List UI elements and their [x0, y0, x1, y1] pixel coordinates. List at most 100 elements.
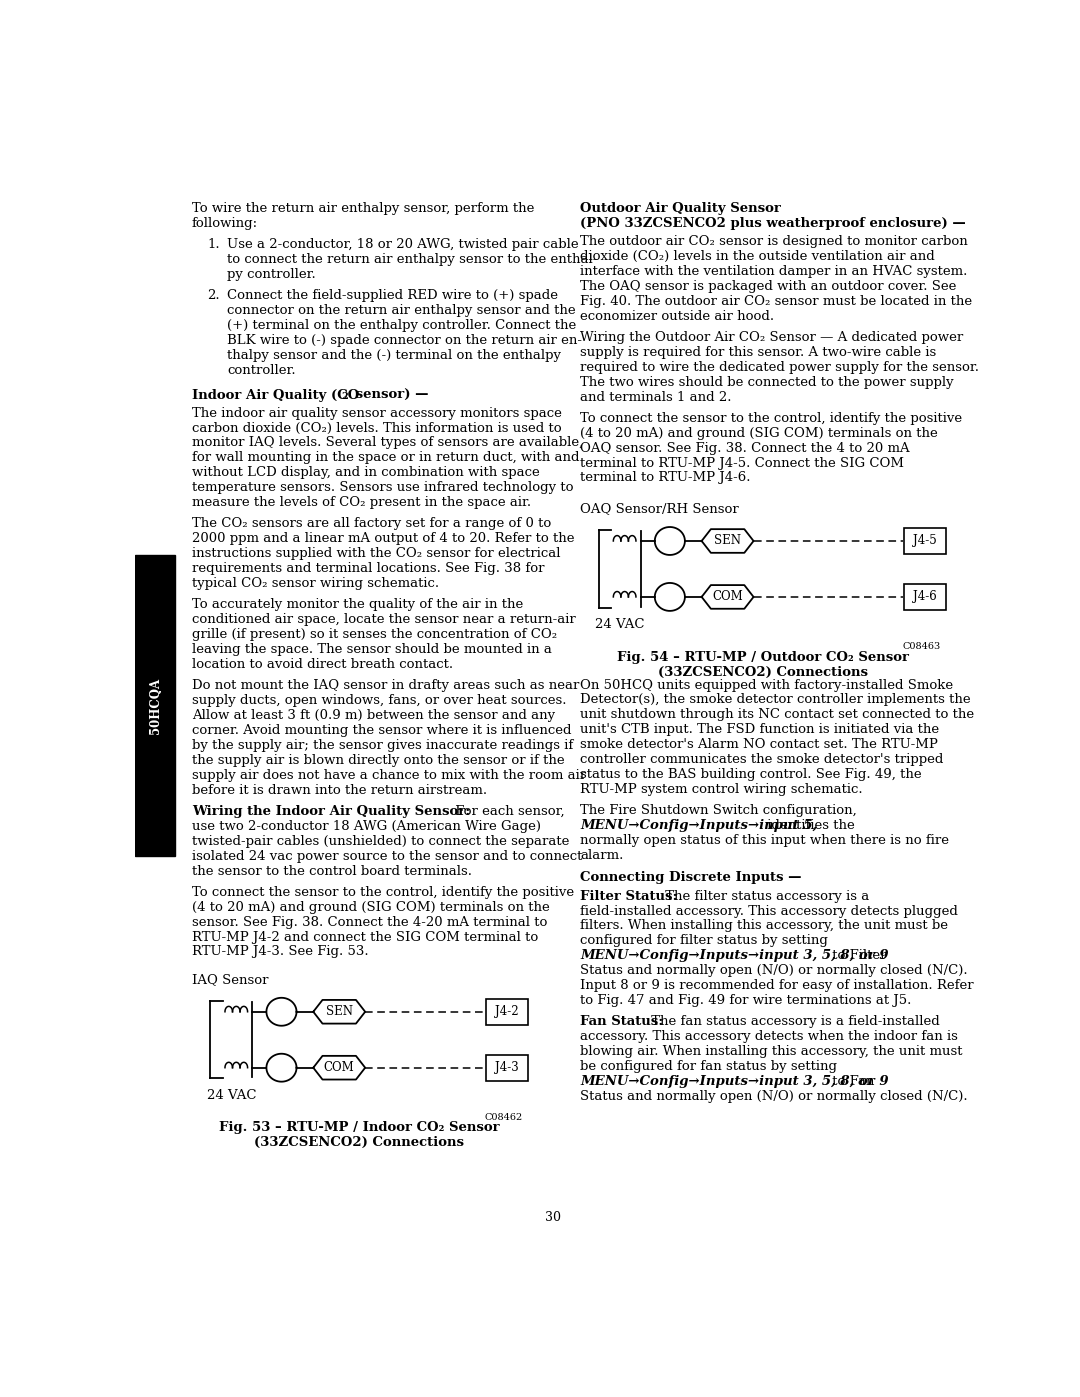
Text: normally open status of this input when there is no fire: normally open status of this input when … [580, 834, 949, 847]
Text: typical CO₂ sensor wiring schematic.: typical CO₂ sensor wiring schematic. [192, 577, 440, 590]
Text: To connect the sensor to the control, identify the positive: To connect the sensor to the control, id… [192, 886, 575, 898]
Text: temperature sensors. Sensors use infrared technology to: temperature sensors. Sensors use infrare… [192, 481, 573, 495]
Text: be configured for fan status by setting: be configured for fan status by setting [580, 1060, 837, 1073]
Text: before it is drawn into the return airstream.: before it is drawn into the return airst… [192, 784, 487, 796]
Text: (4 to 20 mA) and ground (SIG COM) terminals on the: (4 to 20 mA) and ground (SIG COM) termin… [580, 426, 939, 440]
Text: the sensor to the control board terminals.: the sensor to the control board terminal… [192, 865, 472, 877]
Text: RTU-MP J4-3. See Fig. 53.: RTU-MP J4-3. See Fig. 53. [192, 946, 368, 958]
Text: RTU-MP J4-2 and connect the SIG COM terminal to: RTU-MP J4-2 and connect the SIG COM term… [192, 930, 538, 943]
Text: configured for filter status by setting: configured for filter status by setting [580, 935, 828, 947]
Text: Detector(s), the smoke detector controller implements the: Detector(s), the smoke detector controll… [580, 693, 971, 707]
Text: supply air does not have a chance to mix with the room air: supply air does not have a chance to mix… [192, 768, 586, 782]
Text: isolated 24 vac power source to the sensor and to connect: isolated 24 vac power source to the sens… [192, 849, 582, 862]
Text: (+) terminal on the enthalpy controller. Connect the: (+) terminal on the enthalpy controller.… [227, 320, 577, 332]
Text: conditioned air space, locate the sensor near a return-air: conditioned air space, locate the sensor… [192, 613, 576, 626]
Text: alarm.: alarm. [580, 849, 623, 862]
Text: unit shutdown through its NC contact set connected to the: unit shutdown through its NC contact set… [580, 708, 974, 721]
Text: The OAQ sensor is packaged with an outdoor cover. See: The OAQ sensor is packaged with an outdo… [580, 279, 957, 293]
Text: dioxide (CO₂) levels in the outside ventilation air and: dioxide (CO₂) levels in the outside vent… [580, 250, 935, 263]
Text: without LCD display, and in combination with space: without LCD display, and in combination … [192, 467, 540, 479]
Text: terminal to RTU-MP J4-6.: terminal to RTU-MP J4-6. [580, 471, 751, 485]
Text: Fan Status:: Fan Status: [580, 1016, 663, 1028]
Text: supply ducts, open windows, fans, or over heat sources.: supply ducts, open windows, fans, or ove… [192, 694, 566, 707]
Text: required to wire the dedicated power supply for the sensor.: required to wire the dedicated power sup… [580, 360, 980, 374]
Text: connector on the return air enthalpy sensor and the: connector on the return air enthalpy sen… [227, 305, 576, 317]
Text: Connect the field-supplied RED wire to (+) spade: Connect the field-supplied RED wire to (… [227, 289, 558, 303]
Text: 2000 ppm and a linear mA output of 4 to 20. Refer to the: 2000 ppm and a linear mA output of 4 to … [192, 532, 575, 545]
Text: To accurately monitor the quality of the air in the: To accurately monitor the quality of the… [192, 598, 523, 612]
Text: MENU→Config→Inputs→input 3, 5, 8, or 9: MENU→Config→Inputs→input 3, 5, 8, or 9 [580, 1074, 889, 1088]
Text: blowing air. When installing this accessory, the unit must: blowing air. When installing this access… [580, 1045, 962, 1058]
Text: J4-3: J4-3 [495, 1062, 518, 1074]
Text: grille (if present) so it senses the concentration of CO₂: grille (if present) so it senses the con… [192, 629, 557, 641]
Text: location to avoid direct breath contact.: location to avoid direct breath contact. [192, 658, 453, 671]
Text: for wall mounting in the space or in return duct, with and: for wall mounting in the space or in ret… [192, 451, 579, 464]
FancyBboxPatch shape [904, 584, 946, 610]
Text: to Fan: to Fan [828, 1074, 875, 1088]
Text: accessory. This accessory detects when the indoor fan is: accessory. This accessory detects when t… [580, 1030, 958, 1044]
Text: controller communicates the smoke detector's tripped: controller communicates the smoke detect… [580, 753, 944, 766]
Text: Status and normally open (N/O) or normally closed (N/C).: Status and normally open (N/O) or normal… [580, 964, 968, 977]
Text: The filter status accessory is a: The filter status accessory is a [661, 890, 869, 902]
Text: (33ZCSENCO2) Connections: (33ZCSENCO2) Connections [658, 665, 867, 679]
Text: COM: COM [324, 1062, 354, 1074]
Text: the supply air is blown directly onto the sensor or if the: the supply air is blown directly onto th… [192, 754, 565, 767]
Text: Fig. 53 – RTU-MP / Indoor CO₂ Sensor: Fig. 53 – RTU-MP / Indoor CO₂ Sensor [219, 1122, 500, 1134]
Text: J4-5: J4-5 [914, 535, 937, 548]
Text: 2.: 2. [207, 289, 219, 303]
Text: The outdoor air CO₂ sensor is designed to monitor carbon: The outdoor air CO₂ sensor is designed t… [580, 235, 968, 249]
Text: supply is required for this sensor. A two-wire cable is: supply is required for this sensor. A tw… [580, 346, 936, 359]
Text: C08462: C08462 [484, 1113, 523, 1122]
Text: sensor. See Fig. 38. Connect the 4-20 mA terminal to: sensor. See Fig. 38. Connect the 4-20 mA… [192, 915, 548, 929]
Text: filters. When installing this accessory, the unit must be: filters. When installing this accessory,… [580, 919, 948, 932]
Bar [135, 555, 175, 856]
Text: 30: 30 [545, 1211, 562, 1224]
Text: Use a 2-conductor, 18 or 20 AWG, twisted pair cable: Use a 2-conductor, 18 or 20 AWG, twisted… [227, 239, 579, 251]
Text: OAQ sensor. See Fig. 38. Connect the 4 to 20 mA: OAQ sensor. See Fig. 38. Connect the 4 t… [580, 441, 910, 454]
Text: to Fig. 47 and Fig. 49 for wire terminations at J5.: to Fig. 47 and Fig. 49 for wire terminat… [580, 993, 912, 1007]
Text: thalpy sensor and the (-) terminal on the enthalpy: thalpy sensor and the (-) terminal on th… [227, 349, 562, 362]
Text: (PNO 33ZCSENCO2 plus weatherproof enclosure) —: (PNO 33ZCSENCO2 plus weatherproof enclos… [580, 217, 966, 231]
Text: J4-2: J4-2 [495, 1006, 518, 1018]
Text: Outdoor Air Quality Sensor: Outdoor Air Quality Sensor [580, 203, 781, 215]
Text: SEN: SEN [326, 1006, 353, 1018]
Text: carbon dioxide (CO₂) levels. This information is used to: carbon dioxide (CO₂) levels. This inform… [192, 422, 562, 434]
Text: 24 VAC: 24 VAC [207, 1090, 256, 1102]
Text: MENU→Config→Inputs→input 5,: MENU→Config→Inputs→input 5, [580, 819, 818, 833]
Text: requirements and terminal locations. See Fig. 38 for: requirements and terminal locations. See… [192, 562, 544, 576]
Text: Fig. 40. The outdoor air CO₂ sensor must be located in the: Fig. 40. The outdoor air CO₂ sensor must… [580, 295, 972, 307]
Text: twisted-pair cables (unshielded) to connect the separate: twisted-pair cables (unshielded) to conn… [192, 835, 569, 848]
Text: py controller.: py controller. [227, 268, 315, 281]
Text: use two 2-conductor 18 AWG (American Wire Gage): use two 2-conductor 18 AWG (American Wir… [192, 820, 541, 833]
Text: To connect the sensor to the control, identify the positive: To connect the sensor to the control, id… [580, 412, 962, 425]
Text: 2: 2 [341, 391, 348, 401]
Text: corner. Avoid mounting the sensor where it is influenced: corner. Avoid mounting the sensor where … [192, 724, 571, 738]
Text: Allow at least 3 ft (0.9 m) between the sensor and any: Allow at least 3 ft (0.9 m) between the … [192, 710, 555, 722]
Text: smoke detector's Alarm NO contact set. The RTU-MP: smoke detector's Alarm NO contact set. T… [580, 738, 939, 752]
Text: OAQ Sensor/RH Sensor: OAQ Sensor/RH Sensor [580, 503, 739, 515]
Text: unit's CTB input. The FSD function is initiated via the: unit's CTB input. The FSD function is in… [580, 724, 940, 736]
Text: to connect the return air enthalpy sensor to the enthal-: to connect the return air enthalpy senso… [227, 253, 597, 267]
Text: 1.: 1. [207, 239, 219, 251]
Text: and terminals 1 and 2.: and terminals 1 and 2. [580, 391, 732, 404]
Text: MENU→Config→Inputs→input 3, 5, 8, or 9: MENU→Config→Inputs→input 3, 5, 8, or 9 [580, 949, 889, 963]
Text: Wiring the Indoor Air Quality Sensor:: Wiring the Indoor Air Quality Sensor: [192, 805, 470, 817]
Text: SEN: SEN [714, 535, 741, 548]
Text: Do not mount the IAQ sensor in drafty areas such as near: Do not mount the IAQ sensor in drafty ar… [192, 679, 579, 693]
Text: status to the BAS building control. See Fig. 49, the: status to the BAS building control. See … [580, 768, 922, 781]
Text: J4-6: J4-6 [914, 591, 937, 604]
Text: instructions supplied with the CO₂ sensor for electrical: instructions supplied with the CO₂ senso… [192, 548, 561, 560]
Text: terminal to RTU-MP J4-5. Connect the SIG COM: terminal to RTU-MP J4-5. Connect the SIG… [580, 457, 904, 469]
Text: The two wires should be connected to the power supply: The two wires should be connected to the… [580, 376, 954, 388]
Text: On 50HCQ units equipped with factory-installed Smoke: On 50HCQ units equipped with factory-ins… [580, 679, 954, 692]
Text: by the supply air; the sensor gives inaccurate readings if: by the supply air; the sensor gives inac… [192, 739, 573, 752]
Text: Connecting Discrete Inputs —: Connecting Discrete Inputs — [580, 872, 801, 884]
Text: (33ZCSENCO2) Connections: (33ZCSENCO2) Connections [254, 1136, 464, 1150]
Text: to Filter: to Filter [828, 949, 887, 963]
Text: field-installed accessory. This accessory detects plugged: field-installed accessory. This accessor… [580, 904, 958, 918]
FancyBboxPatch shape [904, 528, 946, 553]
Text: To wire the return air enthalpy sensor, perform the: To wire the return air enthalpy sensor, … [192, 203, 535, 215]
Text: IAQ Sensor: IAQ Sensor [192, 974, 269, 986]
FancyBboxPatch shape [486, 999, 527, 1024]
Text: Fig. 54 – RTU-MP / Outdoor CO₂ Sensor: Fig. 54 – RTU-MP / Outdoor CO₂ Sensor [617, 651, 908, 664]
